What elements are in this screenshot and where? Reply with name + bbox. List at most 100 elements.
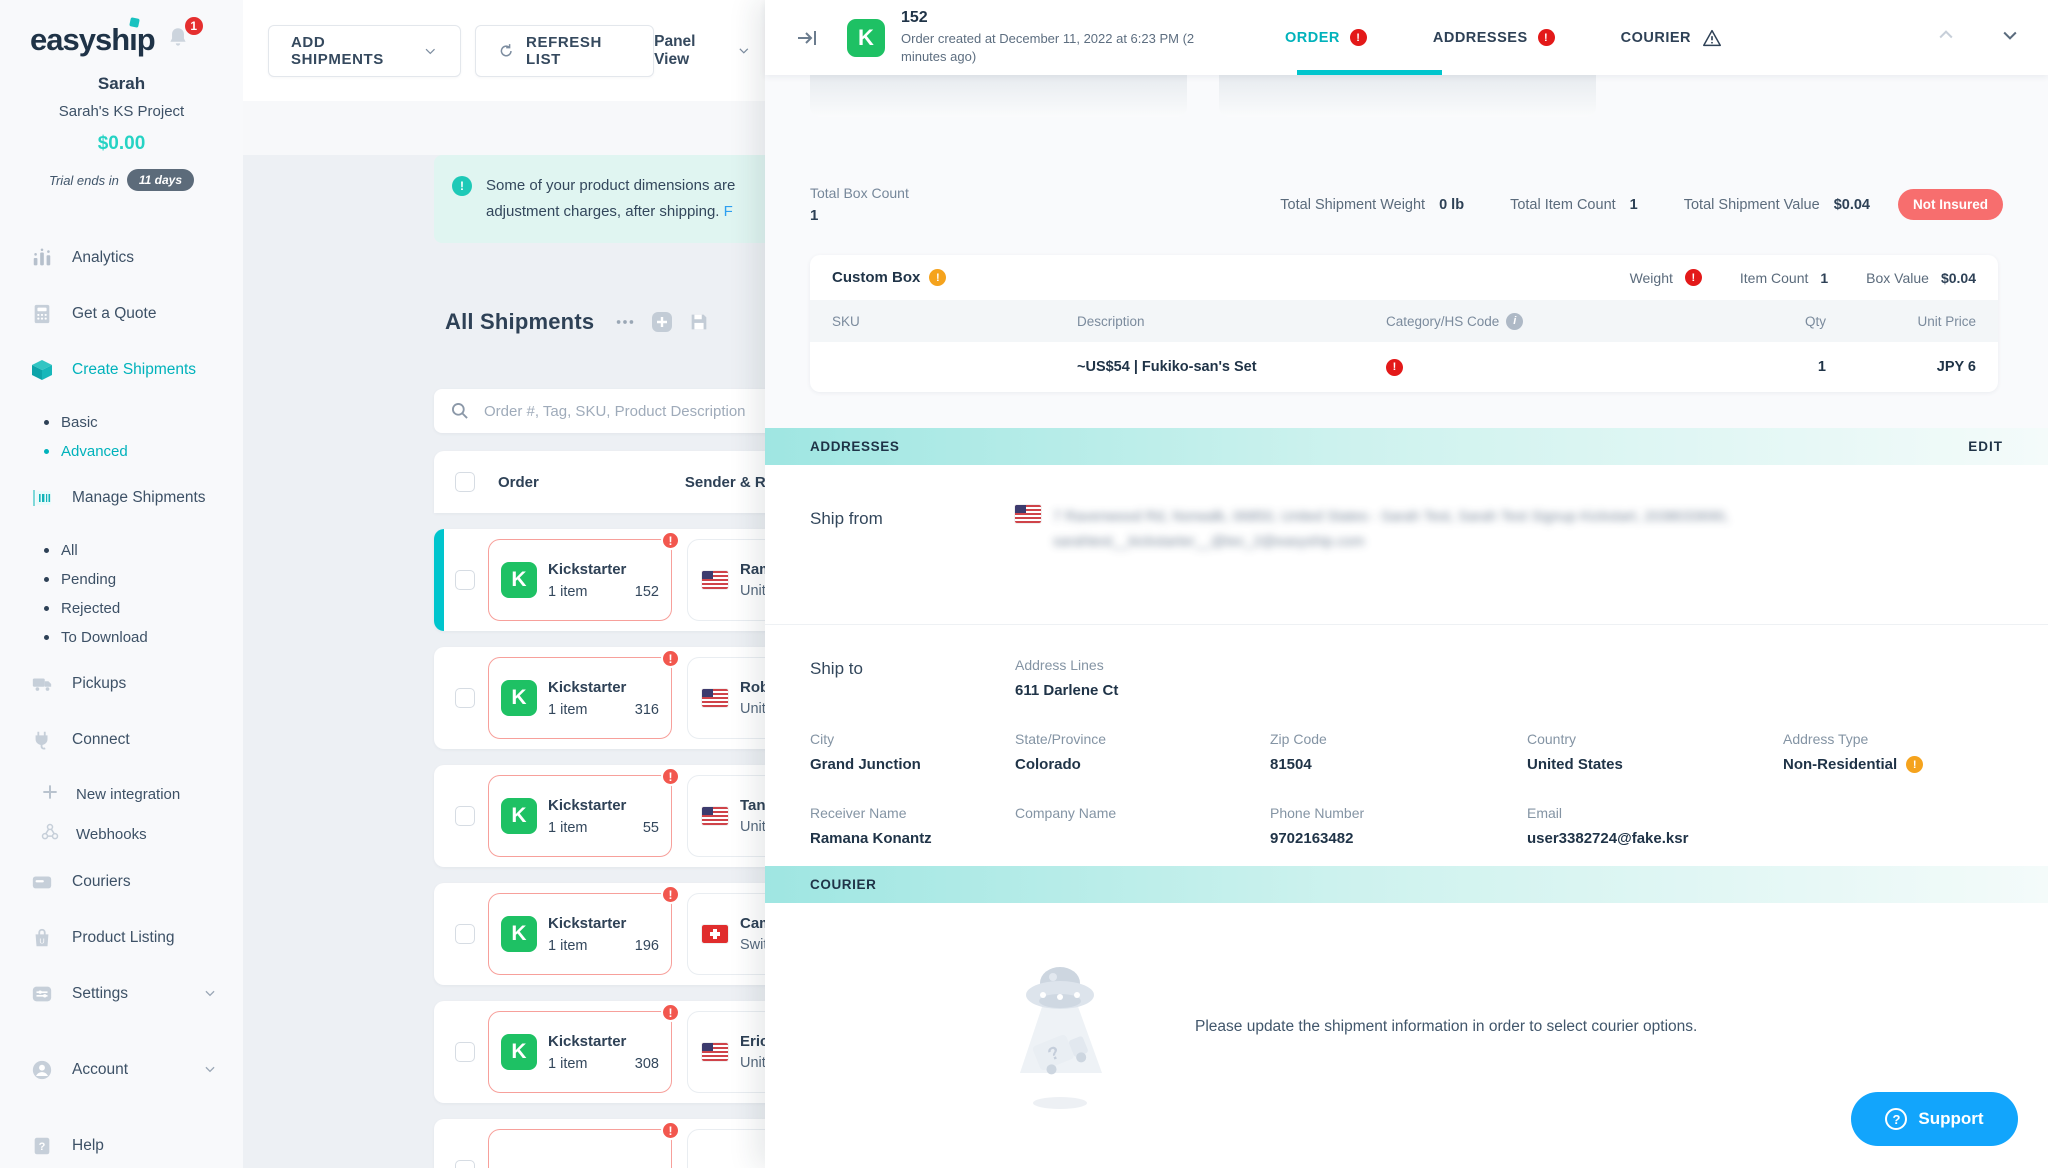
sidebar-item-settings[interactable]: Settings bbox=[0, 979, 243, 1009]
sidebar-item-help[interactable]: ? Help bbox=[0, 1131, 243, 1161]
item-count: 1 item bbox=[548, 819, 588, 836]
receiver-name: Camille bbox=[740, 915, 765, 932]
receiver-country: United States bbox=[740, 583, 765, 599]
bullet-icon bbox=[44, 547, 49, 553]
info-icon: ! bbox=[452, 176, 472, 196]
order-number: 196 bbox=[634, 937, 659, 954]
sidebar-item-rejected[interactable]: Rejected bbox=[0, 597, 243, 619]
weight-label: Total Shipment Weight bbox=[1280, 196, 1426, 213]
panel-view-selector[interactable]: Panel View bbox=[654, 33, 751, 69]
sidebar-item-webhooks[interactable]: Webhooks bbox=[0, 821, 243, 847]
kickstarter-icon: K bbox=[501, 916, 537, 952]
sidebar-item-pending[interactable]: Pending bbox=[0, 568, 243, 590]
sidebar-item-new-integration[interactable]: New integration bbox=[0, 781, 243, 807]
shipment-row[interactable]: K Kickstarter 1 item 196 ! Camille Switzer… bbox=[434, 883, 765, 985]
sidebar-item-all[interactable]: All bbox=[0, 539, 243, 561]
error-badge-icon: ! bbox=[1684, 269, 1702, 286]
sidebar-item-basic[interactable]: Basic bbox=[0, 411, 243, 433]
sidebar-item-analytics[interactable]: Analytics bbox=[0, 243, 243, 273]
sidebar-item-to-download[interactable]: To Download bbox=[0, 626, 243, 648]
error-badge-icon: ! bbox=[661, 885, 680, 904]
item-row[interactable]: ~US$54 | Fukiko-san's Set ! 1 JPY 6 bbox=[810, 342, 1998, 392]
sidebar-item-product-listing[interactable]: U Product Listing bbox=[0, 923, 243, 953]
unit-price-column-header: Unit Price bbox=[1917, 313, 1976, 329]
row-checkbox[interactable] bbox=[455, 806, 475, 826]
add-shipments-button[interactable]: ADD SHIPMENTS bbox=[268, 24, 461, 77]
shipment-row[interactable]: K Kickstarter 1 item 308 ! Eric V United S… bbox=[434, 1001, 765, 1103]
sidebar-item-create-shipments[interactable]: Create Shipments bbox=[0, 355, 243, 385]
next-shipment-chevron-down-icon[interactable] bbox=[2000, 25, 2020, 50]
shopping-bag-icon: U bbox=[30, 926, 54, 950]
row-checkbox[interactable] bbox=[455, 1042, 475, 1062]
refresh-list-button[interactable]: REFRESH LIST bbox=[474, 24, 655, 77]
platform-name: Kickstarter bbox=[548, 796, 627, 814]
select-all-checkbox[interactable] bbox=[455, 472, 475, 492]
product-listing-label: Product Listing bbox=[72, 929, 175, 946]
company-name-label: Company Name bbox=[1015, 805, 1117, 821]
add-filter-icon[interactable] bbox=[650, 310, 674, 334]
item-count: 1 item bbox=[548, 583, 588, 600]
category-column-header: Category/HS Code bbox=[1386, 313, 1500, 329]
ship-from-address-blurred: 7 Ravenwood Rd, Norwalk, 06850, United S… bbox=[1053, 509, 1729, 550]
box-weight-label: Weight bbox=[1629, 269, 1673, 286]
collapse-panel-icon[interactable] bbox=[795, 26, 819, 50]
kickstarter-icon: K bbox=[847, 18, 885, 57]
item-count: 1 item bbox=[548, 1055, 588, 1072]
us-flag-icon bbox=[702, 571, 728, 589]
banner-link[interactable]: F bbox=[723, 203, 733, 220]
sidebar-item-get-a-quote[interactable]: Get a Quote bbox=[0, 299, 243, 329]
svg-text:U: U bbox=[39, 937, 44, 946]
tab-addresses[interactable]: ADDRESSES ! bbox=[1433, 29, 1555, 46]
kickstarter-icon: K bbox=[501, 798, 537, 834]
support-button[interactable]: ? Support bbox=[1851, 1092, 2018, 1146]
sidebar-item-advanced[interactable]: Advanced bbox=[0, 440, 243, 462]
value-label: Total Shipment Value bbox=[1683, 196, 1820, 213]
warning-triangle-icon bbox=[1703, 29, 1721, 46]
basic-label: Basic bbox=[61, 413, 98, 431]
edit-addresses-button[interactable]: EDIT bbox=[1968, 439, 2003, 454]
shipment-row[interactable]: K Kickstarter 1 item 152 ! Ramana United S… bbox=[434, 529, 765, 631]
logo-row: easyshı p 1 bbox=[0, 0, 243, 58]
previous-shipment-chevron-up-icon[interactable] bbox=[1936, 25, 1956, 50]
sidebar-item-connect[interactable]: Connect bbox=[0, 725, 243, 755]
row-checkbox[interactable] bbox=[455, 1160, 475, 1168]
notification-bell[interactable]: 1 bbox=[165, 14, 205, 56]
row-checkbox[interactable] bbox=[455, 924, 475, 944]
address-lines-value: 611 Darlene Ct bbox=[1015, 682, 1119, 699]
shipment-row[interactable]: K Kickstarter 1 item 55 ! Tanya United Sta… bbox=[434, 765, 765, 867]
shipment-row[interactable]: ! bbox=[434, 1119, 765, 1168]
refresh-list-label: REFRESH LIST bbox=[526, 33, 602, 68]
notification-count-badge: 1 bbox=[182, 14, 205, 37]
error-badge-icon: ! bbox=[1349, 29, 1367, 46]
state-label: State/Province bbox=[1015, 731, 1107, 747]
receiver-country: United States bbox=[740, 819, 765, 835]
save-view-icon[interactable] bbox=[688, 311, 710, 333]
item-unit-price: JPY 6 bbox=[1936, 359, 1976, 375]
sidebar-item-account[interactable]: Account bbox=[0, 1055, 243, 1085]
search-input[interactable] bbox=[484, 402, 765, 420]
receiver-card: Robert United States bbox=[687, 657, 765, 739]
sidebar-item-pickups[interactable]: Pickups bbox=[0, 669, 243, 699]
item-count-value: 1 bbox=[1629, 196, 1638, 213]
country-value: United States bbox=[1527, 756, 1623, 773]
account-balance[interactable]: $0.00 bbox=[97, 133, 146, 154]
row-checkbox[interactable] bbox=[455, 688, 475, 708]
receiver-name: Tanya bbox=[740, 797, 765, 814]
item-qty: 1 bbox=[1817, 359, 1826, 375]
tab-courier[interactable]: COURIER bbox=[1621, 27, 1723, 49]
sidebar-item-manage-shipments[interactable]: Manage Shipments bbox=[0, 483, 243, 513]
info-icon[interactable]: i bbox=[1506, 312, 1524, 330]
chevron-down-icon bbox=[203, 1062, 217, 1079]
sidebar-item-couriers[interactable]: Couriers bbox=[0, 867, 243, 897]
more-options-icon[interactable] bbox=[614, 311, 636, 333]
tab-order[interactable]: ORDER ! bbox=[1285, 29, 1367, 46]
get-a-quote-label: Get a Quote bbox=[72, 305, 157, 322]
switzerland-flag-icon bbox=[702, 925, 728, 943]
city-label: City bbox=[810, 731, 835, 747]
description-column-header: Description bbox=[1077, 313, 1145, 329]
row-checkbox[interactable] bbox=[455, 570, 475, 590]
bullet-icon bbox=[44, 605, 49, 611]
courier-header-title: COURIER bbox=[810, 877, 877, 892]
shipment-row[interactable]: K Kickstarter 1 item 316 ! Robert United S… bbox=[434, 647, 765, 749]
easyship-logo[interactable]: easyshı p bbox=[30, 17, 156, 58]
